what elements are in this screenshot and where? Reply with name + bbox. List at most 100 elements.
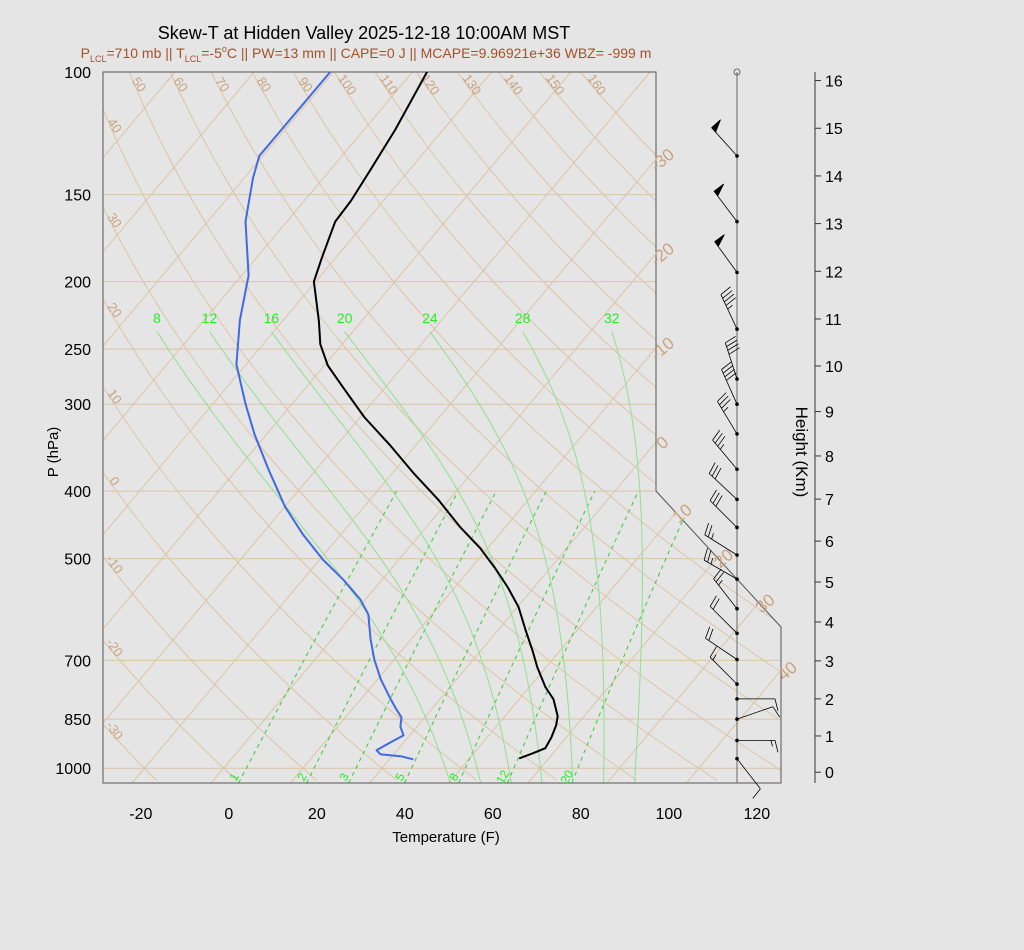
wind-level-dot (735, 756, 739, 761)
wind-barb (705, 626, 738, 660)
y2-tick-label: 12 (825, 264, 843, 281)
dry-adiabat (210, 72, 781, 781)
profile-line (235, 71, 414, 761)
wind-barb (712, 429, 738, 470)
y2-tick-label: 8 (825, 449, 834, 466)
isotherm (103, 72, 493, 783)
y-tick-label: 1000 (55, 761, 91, 778)
wind-axis-top (733, 68, 741, 76)
y-tick-label: 100 (64, 65, 91, 82)
y2-tick-label: 13 (825, 217, 843, 234)
y2-tick-label: 11 (825, 312, 842, 329)
wind-level-dot (735, 738, 739, 743)
y2-tick-label: 4 (825, 615, 834, 632)
dry-adiabat (128, 72, 781, 781)
dry-adiabat-label: 40 (104, 115, 125, 135)
y-tick-label: 300 (64, 397, 91, 414)
dry-adiabat (251, 72, 781, 781)
x-tick-label: 80 (572, 806, 590, 823)
chart-subtitle: PLCL=710 mb || TLCL=-5oC || PW=13 mm || … (81, 44, 652, 64)
y2-tick-label: 10 (825, 359, 843, 376)
wind-level-dot (735, 270, 739, 275)
y-tick-label: 850 (64, 712, 91, 729)
y-tick-label: 700 (64, 653, 91, 670)
wind-barb (717, 392, 738, 435)
moist-adiabat-label: 20 (337, 310, 353, 326)
wind-level-dot (735, 553, 739, 557)
subtitle-sub: LCL (185, 54, 202, 64)
y2-tick-label: 15 (825, 121, 843, 138)
plot-frame (102, 71, 782, 784)
dry-adiabat (456, 72, 781, 781)
wind-level-dot (735, 467, 739, 472)
y-tick-label: 250 (64, 342, 91, 359)
wind-barb (737, 740, 779, 753)
mixing-ratio-line (507, 490, 639, 783)
wind-barb (704, 522, 738, 556)
isotherm (103, 72, 255, 783)
wind-barb (736, 706, 781, 720)
moist-adiabat (429, 331, 574, 783)
y2-tick-label: 2 (825, 692, 834, 709)
wind-barb (709, 489, 738, 528)
subtitle-sub: LCL (90, 54, 107, 64)
moist-adiabat-label: 16 (264, 310, 280, 326)
subtitle-part: =-5 (201, 45, 222, 61)
mixing-ratio-line (404, 490, 547, 783)
y-tick-label: 200 (64, 275, 91, 292)
dry-adiabat-label: 10 (104, 386, 125, 406)
mixing-ratio-label: 12 (493, 767, 512, 786)
y2-tick-label: 0 (825, 765, 834, 782)
wind-level-dot (735, 717, 739, 721)
wind-level-dot (735, 219, 739, 224)
dry-adiabat (539, 72, 781, 781)
dry-adiabat-label: 90 (295, 74, 316, 94)
isotherm (606, 72, 781, 783)
dry-adiabat (333, 72, 781, 781)
y2-tick-label: 7 (825, 492, 834, 509)
dry-adiabat-label: 20 (104, 300, 125, 320)
dry-adiabat-label: 60 (170, 74, 191, 94)
wind-level-dot (735, 525, 739, 530)
dry-adiabat-label: 30 (104, 210, 125, 230)
chart-title: Skew-T at Hidden Valley 2025-12-18 10:00… (158, 23, 571, 43)
moist-adiabat-label: 12 (202, 310, 218, 326)
wind-barb (709, 595, 738, 634)
wind-barb (714, 234, 738, 273)
wind-barb (737, 698, 779, 711)
mixing-ratio-line (306, 490, 459, 783)
isotherm (131, 72, 730, 783)
wind-barb (724, 335, 740, 380)
x-tick-label: 100 (655, 806, 682, 823)
wind-barb (713, 568, 738, 609)
x-tick-label: 0 (224, 806, 233, 823)
dry-adiabat (103, 72, 397, 781)
y2-tick-label: 14 (825, 169, 843, 186)
wind-level-dot (735, 497, 739, 502)
moist-adiabat (522, 331, 605, 783)
wind-barb (713, 183, 738, 222)
dry-adiabat (498, 72, 781, 781)
y2-tick-label: 6 (825, 534, 834, 551)
moist-adiabat-label: 28 (515, 310, 531, 326)
y2-tick-label: 3 (825, 654, 834, 671)
subtitle-part: =710 mb || T (106, 45, 185, 61)
moist-adiabat-label: 8 (153, 310, 161, 326)
mixing-ratio-label: 20 (557, 767, 576, 786)
subtitle-sup: o (222, 44, 227, 54)
wind-level-dot (735, 154, 739, 158)
isotherm (103, 72, 413, 783)
isotherm (103, 72, 334, 783)
y-tick-label: 150 (64, 188, 91, 205)
wind-barb (711, 119, 738, 157)
y2-tick-label: 16 (825, 74, 843, 91)
wind-level-dot (735, 432, 739, 436)
subtitle-part: P (81, 45, 90, 61)
wind-level-dot (735, 327, 739, 331)
x-tick-label: -20 (129, 806, 152, 823)
wind-level-dot (735, 657, 739, 662)
dry-adiabat (103, 72, 477, 781)
isotherm (527, 72, 781, 783)
wind-level-dot (735, 697, 739, 701)
dry-adiabat (103, 72, 717, 781)
